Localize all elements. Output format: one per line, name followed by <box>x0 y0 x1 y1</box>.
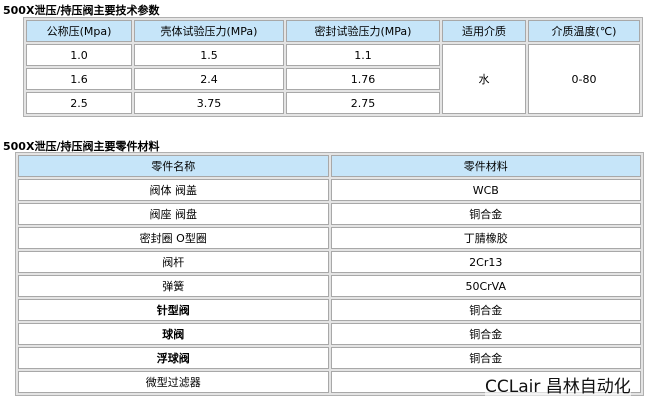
table-row: 2.5 3.75 2.75 <box>26 92 640 114</box>
part-material: 铜合金 <box>330 347 641 369</box>
table-row: 阀杆 2Cr13 <box>18 251 641 273</box>
part-material: 铜合金 <box>330 323 641 345</box>
table-row: 弹簧 50CrVA <box>18 275 641 297</box>
part-name: 针型阀 <box>18 299 329 321</box>
part-name: 浮球阀 <box>18 347 329 369</box>
part-material: 丁腈橡胶 <box>330 227 641 249</box>
cell: 1.0 <box>26 44 132 66</box>
table-row: 1.0 1.5 1.1 水 0-80 <box>26 44 640 114</box>
table-header-row: 零件名称 零件材料 <box>18 155 641 177</box>
part-material: 铜合金 <box>330 299 641 321</box>
part-material: 铜合金 <box>330 203 641 225</box>
table-row: 球阀 铜合金 <box>18 323 641 345</box>
part-name: 阀杆 <box>18 251 329 273</box>
cell: 2.4 <box>134 68 284 90</box>
header-nominal-pressure: 公称压(Mpa) <box>26 20 132 42</box>
header-temperature: 介质温度(℃) <box>528 20 640 42</box>
table-row: 阀座 阀盘 铜合金 <box>18 203 641 225</box>
part-name: 弹簧 <box>18 275 329 297</box>
materials-title: 500X泄压/持压阀主要零件材料 <box>3 140 160 153</box>
header-part-name: 零件名称 <box>18 155 329 177</box>
table-header-row: 公称压(Mpa) 壳体试验压力(MPa) 密封试验压力(MPa) 适用介质 介质… <box>26 20 640 42</box>
cell: 3.75 <box>134 92 284 114</box>
part-material: WCB <box>330 179 641 201</box>
part-name: 阀座 阀盘 <box>18 203 329 225</box>
part-name: 微型过滤器 <box>18 371 329 393</box>
watermark: CCLair 昌林自动化 <box>485 372 631 397</box>
cell: 1.76 <box>286 68 440 90</box>
temperature-cell: 0-80 <box>528 44 640 114</box>
part-material: 50CrVA <box>330 275 641 297</box>
part-name: 密封圈 O型圈 <box>18 227 329 249</box>
table-row: 针型阀 铜合金 <box>18 299 641 321</box>
cell: 1.6 <box>26 68 132 90</box>
table-row: 阀体 阀盖 WCB <box>18 179 641 201</box>
part-name: 球阀 <box>18 323 329 345</box>
cell: 2.5 <box>26 92 132 114</box>
header-shell-test-pressure: 壳体试验压力(MPa) <box>134 20 284 42</box>
header-part-material: 零件材料 <box>330 155 641 177</box>
medium-cell: 水 <box>442 44 526 114</box>
part-material: 2Cr13 <box>330 251 641 273</box>
params-table: 公称压(Mpa) 壳体试验压力(MPa) 密封试验压力(MPa) 适用介质 介质… <box>23 17 643 117</box>
header-seal-test-pressure: 密封试验压力(MPa) <box>286 20 440 42</box>
params-title: 500X泄压/持压阀主要技术参数 <box>3 4 160 17</box>
table-row: 密封圈 O型圈 丁腈橡胶 <box>18 227 641 249</box>
table-row: 浮球阀 铜合金 <box>18 347 641 369</box>
table-row: 1.6 2.4 1.76 <box>26 68 640 90</box>
materials-table: 零件名称 零件材料 阀体 阀盖 WCB 阀座 阀盘 铜合金 密封圈 O型圈 丁腈橡胶 … <box>15 152 644 396</box>
part-name: 阀体 阀盖 <box>18 179 329 201</box>
cell: 1.1 <box>286 44 440 66</box>
cell: 1.5 <box>134 44 284 66</box>
header-medium: 适用介质 <box>442 20 526 42</box>
cell: 2.75 <box>286 92 440 114</box>
